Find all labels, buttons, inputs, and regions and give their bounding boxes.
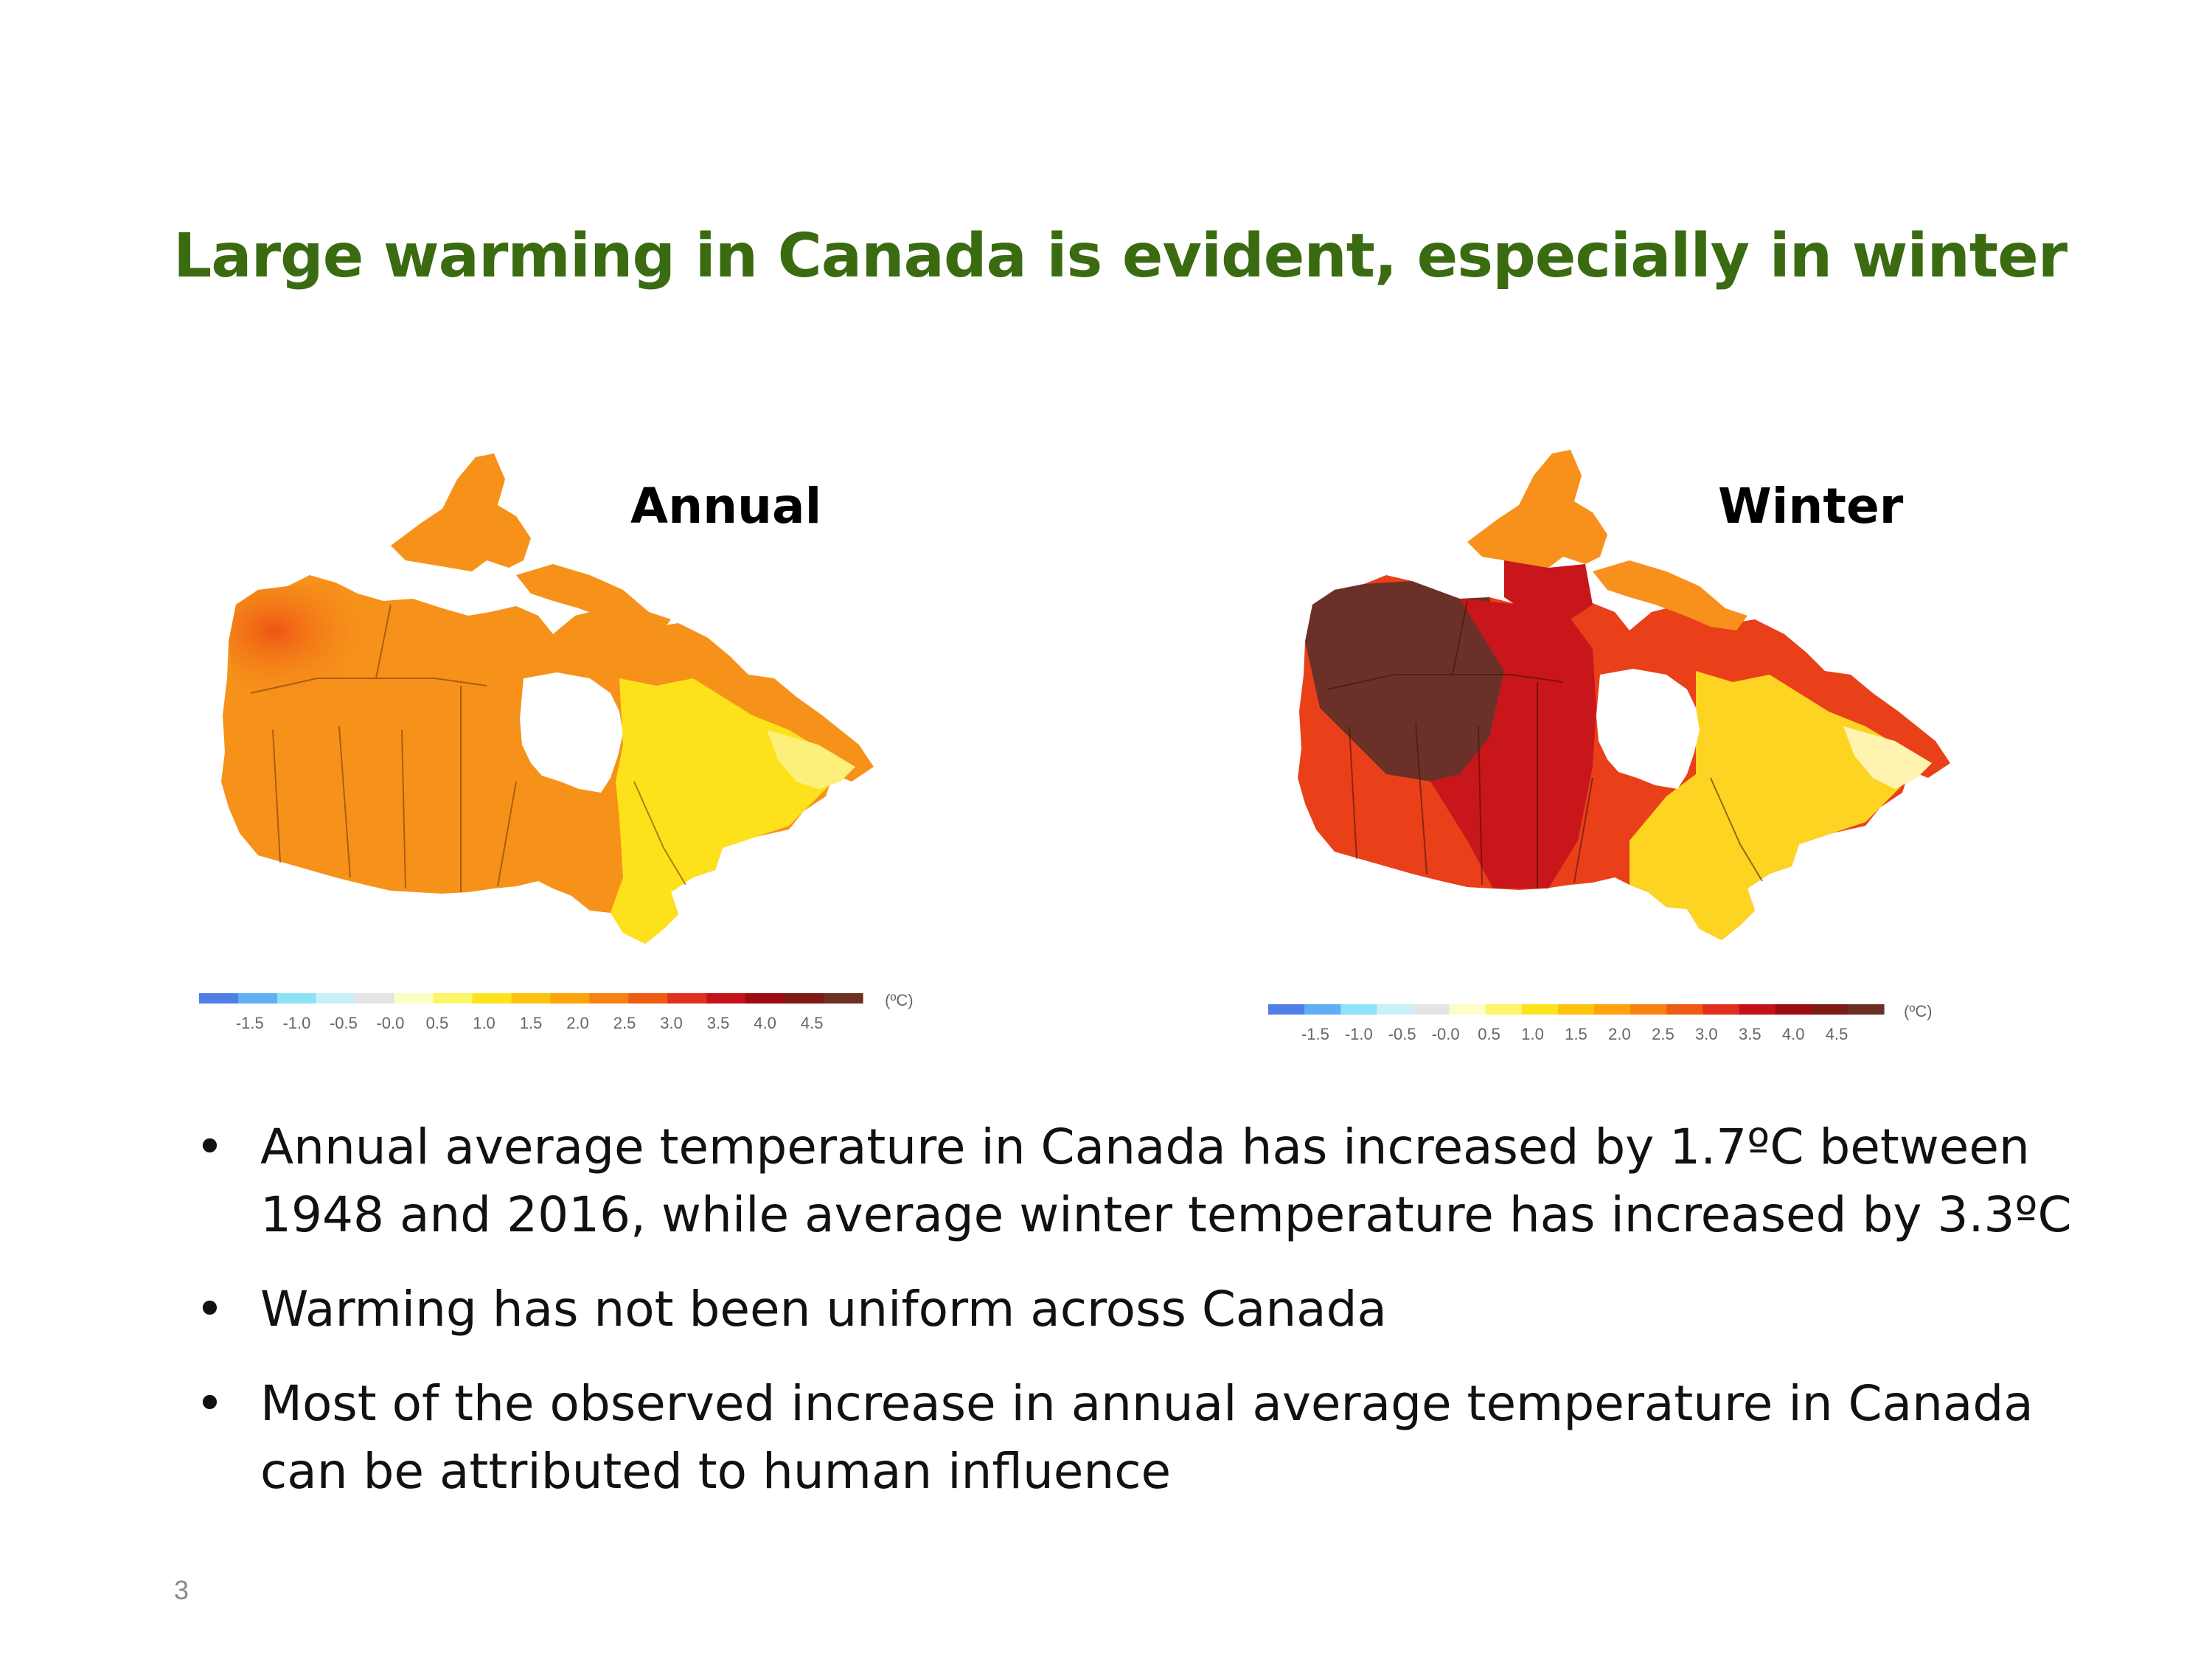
bullet-text: Annual average temperature in Canada has… (260, 1119, 2072, 1243)
page-number: 3 (174, 1575, 189, 1605)
annual-colorbar-segment (237, 993, 278, 1004)
annual-colorbar-segment (276, 993, 317, 1004)
winter-colorbar-segment (1377, 1004, 1414, 1015)
annual-colorbar-segment (472, 993, 512, 1004)
annual-colorbar-segment (433, 993, 473, 1004)
winter-colorbar-segment (1304, 1004, 1341, 1015)
annual-colorbar-tick-label: 3.0 (660, 1014, 683, 1032)
annual-colorbar-tick-label: -0.5 (330, 1014, 358, 1032)
annual-colorbar-segment (745, 993, 785, 1004)
annual-colorbar-unit: (ºC) (885, 991, 914, 1009)
annual-map-label: Annual (630, 478, 822, 535)
annual-colorbar-segment (394, 993, 434, 1004)
bullet-item: • Most of the observed increase in annua… (195, 1370, 2083, 1506)
winter-colorbar-tick-label: 4.0 (1782, 1025, 1805, 1043)
annual-colorbar-tick-label: 2.0 (566, 1014, 589, 1032)
annual-colorbar-segment (628, 993, 668, 1004)
annual-province-lines (250, 604, 686, 892)
winter-province-lines (1326, 600, 1763, 888)
winter-colorbar-segment (1557, 1004, 1595, 1015)
bullet-marker: • (195, 1281, 224, 1338)
annual-map (221, 453, 874, 944)
annual-colorbar-segment (785, 993, 824, 1004)
annual-colorbar-tick-label: 4.5 (801, 1014, 824, 1032)
winter-northwest-region (1305, 581, 1504, 782)
winter-colorbar-segment (1775, 1004, 1812, 1015)
winter-colorbar-segment (1739, 1004, 1776, 1015)
winter-central-north (1504, 560, 1593, 619)
annual-colorbar-tick-label: -1.5 (236, 1014, 264, 1032)
winter-colorbar-tick-label: 4.5 (1826, 1025, 1848, 1043)
annual-arctic-islands (391, 453, 531, 571)
winter-colorbar-segment (1521, 1004, 1559, 1015)
winter-colorbar-segment (1630, 1004, 1667, 1015)
annual-colorbar-segment (355, 993, 395, 1004)
winter-colorbar: (ºC) -1.5 -1.0 -0.5 -0.0 0.5 1.0 1.5 2.0 2.5 3.0 3… (1268, 1002, 1933, 1043)
winter-colorbar-segment (1811, 1004, 1848, 1015)
winter-colorbar-segment (1703, 1004, 1740, 1015)
annual-colorbar-segment (589, 993, 629, 1004)
bullet-item: • Annual average temperature in Canada h… (195, 1113, 2083, 1249)
bullet-marker: • (195, 1119, 224, 1175)
winter-colorbar-segment (1666, 1004, 1704, 1015)
winter-colorbar-tick-label: -1.5 (1301, 1025, 1329, 1043)
annual-colorbar-tick-label: 0.5 (426, 1014, 449, 1032)
annual-colorbar-tick-label: -1.0 (282, 1014, 310, 1032)
annual-baffin-island (516, 564, 671, 634)
winter-arctic-islands (1467, 450, 1607, 568)
winter-map (1298, 450, 1950, 940)
winter-colorbar-segment (1449, 1004, 1486, 1015)
bullet-text: Most of the observed increase in annual … (260, 1375, 2034, 1500)
winter-colorbar-tick-label: 1.0 (1521, 1025, 1544, 1043)
slide-title: Large warming in Canada is evident, espe… (173, 221, 2067, 291)
winter-central-region (1430, 599, 1596, 888)
winter-hudson-bay (1596, 669, 1700, 789)
annual-colorbar-segment (550, 993, 591, 1004)
annual-colorbar-segment (511, 993, 552, 1004)
annual-colorbar-tick-label: -0.0 (376, 1014, 404, 1032)
winter-colorbar-segment (1340, 1004, 1377, 1015)
annual-west-warmth (229, 582, 457, 745)
winter-colorbar-tick-label: 2.0 (1608, 1025, 1631, 1043)
winter-colorbar-tick-label: 2.5 (1652, 1025, 1674, 1043)
bullet-marker: • (195, 1375, 224, 1432)
winter-colorbar-tick-label: -0.0 (1432, 1025, 1460, 1043)
winter-colorbar-segment (1413, 1004, 1450, 1015)
winter-colorbar-tick-label: -0.5 (1388, 1025, 1416, 1043)
annual-colorbar-tick-label: 2.5 (613, 1014, 636, 1032)
winter-colorbar-tick-label: 0.5 (1478, 1025, 1500, 1043)
winter-baffin-island (1593, 560, 1747, 630)
winter-colorbar-segment (1485, 1004, 1523, 1015)
annual-colorbar-tick-label: 4.0 (754, 1014, 776, 1032)
bullet-list: • Annual average temperature in Canada h… (195, 1113, 2083, 1532)
annual-coast-region (767, 730, 855, 789)
bullet-text: Warming has not been uniform across Cana… (260, 1281, 1387, 1338)
annual-colorbar-tick-label: 3.5 (707, 1014, 730, 1032)
winter-colorbar-tick-label: 3.0 (1695, 1025, 1718, 1043)
annual-colorbar-tick-label: 1.0 (473, 1014, 495, 1032)
winter-colorbar-tick-label: 1.5 (1565, 1025, 1587, 1043)
annual-colorbar-segment (824, 993, 863, 1004)
winter-colorbar-tick-label: 3.5 (1739, 1025, 1761, 1043)
annual-hudson-bay (520, 672, 623, 793)
winter-colorbar-segment (1594, 1004, 1631, 1015)
winter-colorbar-unit: (ºC) (1904, 1002, 1933, 1020)
winter-colorbar-segment (1268, 1004, 1305, 1015)
annual-colorbar: (ºC) -1.5 -1.0 -0.5 -0.0 0.5 1.0 1.5 2.0 2.5 3.0 3… (199, 991, 914, 1032)
annual-colorbar-segment (199, 993, 239, 1004)
winter-coast-region (1843, 726, 1932, 789)
bullet-item: • Warming has not been uniform across Ca… (195, 1276, 2083, 1343)
winter-map-label: Winter (1718, 478, 1904, 535)
annual-colorbar-segment (316, 993, 356, 1004)
winter-colorbar-segment (1847, 1004, 1885, 1015)
winter-colorbar-tick-label: -1.0 (1345, 1025, 1373, 1043)
annual-colorbar-tick-label: 1.5 (520, 1014, 543, 1032)
annual-colorbar-segment (706, 993, 746, 1004)
annual-colorbar-segment (667, 993, 707, 1004)
